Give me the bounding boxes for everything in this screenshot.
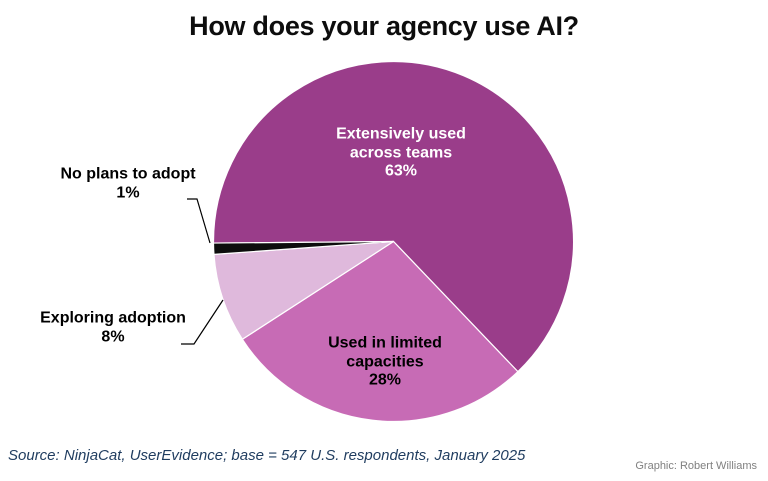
credit-note: Graphic: Robert Williams [635, 460, 757, 472]
slice-label-line: Used in limited [328, 334, 442, 352]
slice-label-value: 1% [116, 184, 140, 201]
slice-label-value: 8% [101, 328, 125, 345]
slice-label-line: No plans to adopt [60, 165, 196, 183]
slice-label-line: across teams [349, 143, 453, 161]
slice-label-no-plans-to-adopt: No plans to adopt 1% [60, 166, 195, 203]
pie-slice-no-plans-to-adopt [212, 240, 395, 255]
source-note: Source: NinjaCat, UserEvidence; base = 5… [8, 447, 526, 464]
chart-title: How does your agency use AI? [189, 11, 579, 41]
pie-slice-used-in-limited-capacities [241, 240, 519, 423]
slice-label-exploring-adoption: Exploring adoption 8% [40, 310, 186, 347]
slice-label-value: 28% [368, 371, 402, 389]
slice-label-line: Extensively used [336, 125, 466, 143]
slice-label-value: 63% [384, 162, 418, 180]
slice-label-used-limited-capacities: Used in limited capacities 28% [328, 334, 442, 390]
leader-line-no-plans-to-adopt [187, 198, 211, 244]
pie-slice-exploring-adoption [213, 240, 395, 340]
leader-line-exploring-adoption [181, 299, 224, 345]
slice-label-line: capacities [346, 352, 424, 370]
slice-label-line: Exploring adoption [40, 309, 186, 327]
slice-label-extensively-used: Extensively used across teams 63% [336, 125, 466, 181]
pie-slice-extensively-used-across-teams [212, 60, 575, 373]
pie-slices-group [212, 60, 575, 423]
